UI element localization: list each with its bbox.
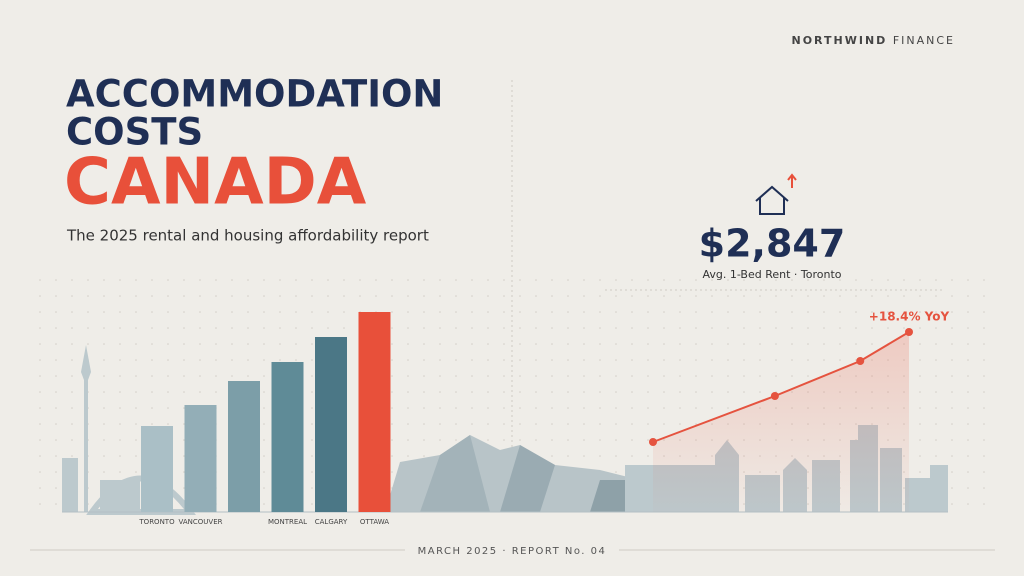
title-line: ACCOMMODATION <box>66 73 443 116</box>
title-line: COSTS <box>66 111 203 154</box>
subtitle: The 2025 rental and housing affordabilit… <box>66 227 429 245</box>
bar-label: TORONTO <box>138 518 175 526</box>
line <box>652 331 910 443</box>
bar <box>271 362 304 512</box>
bar-label: OTTAWA <box>360 518 389 526</box>
bar-label: CALGARY <box>315 518 348 526</box>
stat-caption: Avg. 1-Bed Rent · Toronto <box>702 268 841 281</box>
bar <box>141 426 173 512</box>
bar-label: VANCOUVER <box>179 518 223 526</box>
bar-label: MONTREAL <box>268 518 307 526</box>
bar <box>315 337 347 512</box>
brand: NORTHWIND FINANCE <box>792 34 956 47</box>
line-point <box>905 328 913 336</box>
bar <box>184 405 217 512</box>
title-highlight: CANADA <box>64 146 367 220</box>
stat-value: $2,847 <box>699 222 846 266</box>
footer: MARCH 2025 · REPORT No. 04 <box>418 546 607 557</box>
line-point <box>649 438 657 446</box>
house-icon <box>755 173 797 215</box>
annotation: +18.4% YoY <box>869 310 950 324</box>
brand-bold: NORTHWIND <box>792 34 888 47</box>
bar <box>358 312 391 512</box>
bar <box>228 381 260 512</box>
footer-bg <box>405 541 619 559</box>
line-area <box>653 332 909 512</box>
brand-light: FINANCE <box>893 34 955 47</box>
line-point <box>770 392 779 400</box>
line-point <box>856 357 865 365</box>
